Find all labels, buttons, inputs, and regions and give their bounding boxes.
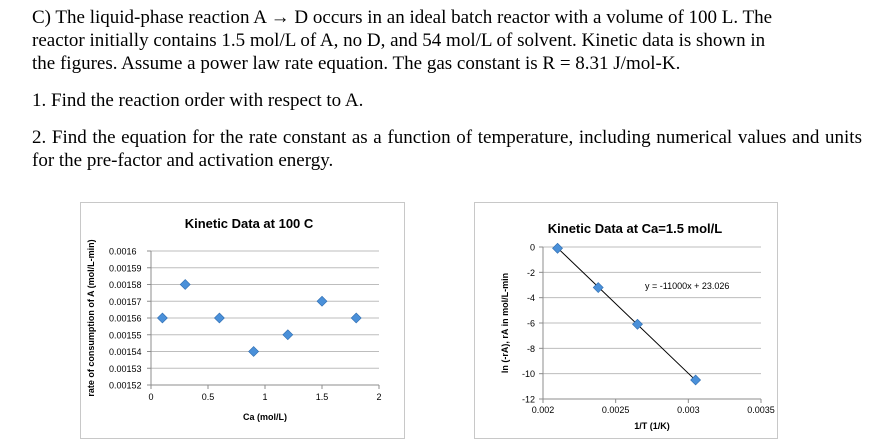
y-tick-label: 0.00157 bbox=[109, 297, 142, 307]
x-tick-label: 0.0035 bbox=[747, 405, 775, 415]
y-tick-label: 0.00159 bbox=[109, 263, 142, 273]
x-tick-label: 1 bbox=[262, 392, 267, 402]
question-2: 2. Find the equation for the rate consta… bbox=[32, 127, 862, 171]
data-point bbox=[632, 318, 643, 330]
y-axis-title: ln (-rA), rA in mol/L-min bbox=[500, 273, 510, 373]
y-tick-label: -10 bbox=[522, 369, 535, 379]
chart-title: Kinetic Data at 100 C bbox=[185, 216, 314, 231]
y-tick-label: 0.00155 bbox=[109, 330, 142, 340]
data-point bbox=[592, 282, 604, 293]
x-tick-label: 0.0025 bbox=[602, 405, 630, 415]
x-tick-label: 0 bbox=[148, 392, 153, 402]
y-tick-label: -8 bbox=[527, 344, 535, 354]
chart-title: Kinetic Data at Ca=1.5 mol/L bbox=[548, 221, 723, 236]
x-tick-label: 0.002 bbox=[532, 405, 555, 415]
data-point bbox=[248, 346, 260, 357]
chart-kinetic-100c: Kinetic Data at 100 C 0.00152 0.00153 0.001… bbox=[80, 202, 405, 439]
y-tick-label: -4 bbox=[527, 293, 535, 303]
chart-kinetic-ca: Kinetic Data at Ca=1.5 mol/L 0 -2 -4 -6 -8 -10… bbox=[474, 202, 778, 439]
y-tick-label: 0.0016 bbox=[109, 247, 137, 257]
problem-intro-line-1: C) The liquid-phase reaction A → D occur… bbox=[32, 7, 773, 28]
x-tick-label: 0.5 bbox=[202, 392, 215, 402]
x-axis-title: Ca (mol/L) bbox=[243, 412, 287, 422]
trendline bbox=[557, 247, 696, 381]
data-point bbox=[156, 312, 168, 324]
data-point bbox=[552, 242, 563, 254]
trendline-equation: y = -11000x + 23.026 bbox=[645, 281, 729, 291]
data-point bbox=[690, 374, 702, 386]
chart-2-svg: Kinetic Data at Ca=1.5 mol/L 0 -2 -4 -6 -8 -10… bbox=[500, 221, 775, 431]
problem-statement: C) The liquid-phase reaction A → D occur… bbox=[32, 6, 862, 172]
x-tick-label: 0.003 bbox=[677, 405, 700, 415]
y-tick-label: 0.00156 bbox=[109, 314, 142, 324]
data-point bbox=[213, 312, 225, 324]
data-point bbox=[316, 295, 328, 307]
problem-intro-line-2: reactor initially contains 1.5 mol/L of … bbox=[32, 30, 766, 51]
data-point bbox=[282, 329, 294, 341]
y-tick-label: 0.00152 bbox=[109, 381, 142, 391]
y-tick-label: -6 bbox=[527, 319, 535, 329]
x-axis-title: 1/T (1/K) bbox=[634, 421, 670, 431]
data-point bbox=[350, 312, 362, 324]
x-tick-label: 2 bbox=[376, 392, 381, 402]
chart-1-svg: Kinetic Data at 100 C 0.00152 0.00153 0.001… bbox=[86, 216, 382, 422]
y-tick-label: -2 bbox=[527, 268, 535, 278]
y-tick-label: -12 bbox=[522, 395, 535, 405]
y-tick-label: 0.00153 bbox=[109, 364, 142, 374]
y-axis-title: rate of consumption of A (mol/L-min) bbox=[86, 239, 96, 396]
y-tick-label: 0.00154 bbox=[109, 347, 142, 357]
x-tick-label: 1.5 bbox=[316, 392, 329, 402]
question-1: 1. Find the reaction order with respect … bbox=[32, 90, 364, 111]
y-tick-label: 0.00158 bbox=[109, 280, 142, 290]
data-point bbox=[179, 279, 191, 290]
problem-intro-line-3: the figures. Assume a power law rate equ… bbox=[32, 53, 681, 74]
y-tick-label: 0 bbox=[530, 243, 535, 253]
